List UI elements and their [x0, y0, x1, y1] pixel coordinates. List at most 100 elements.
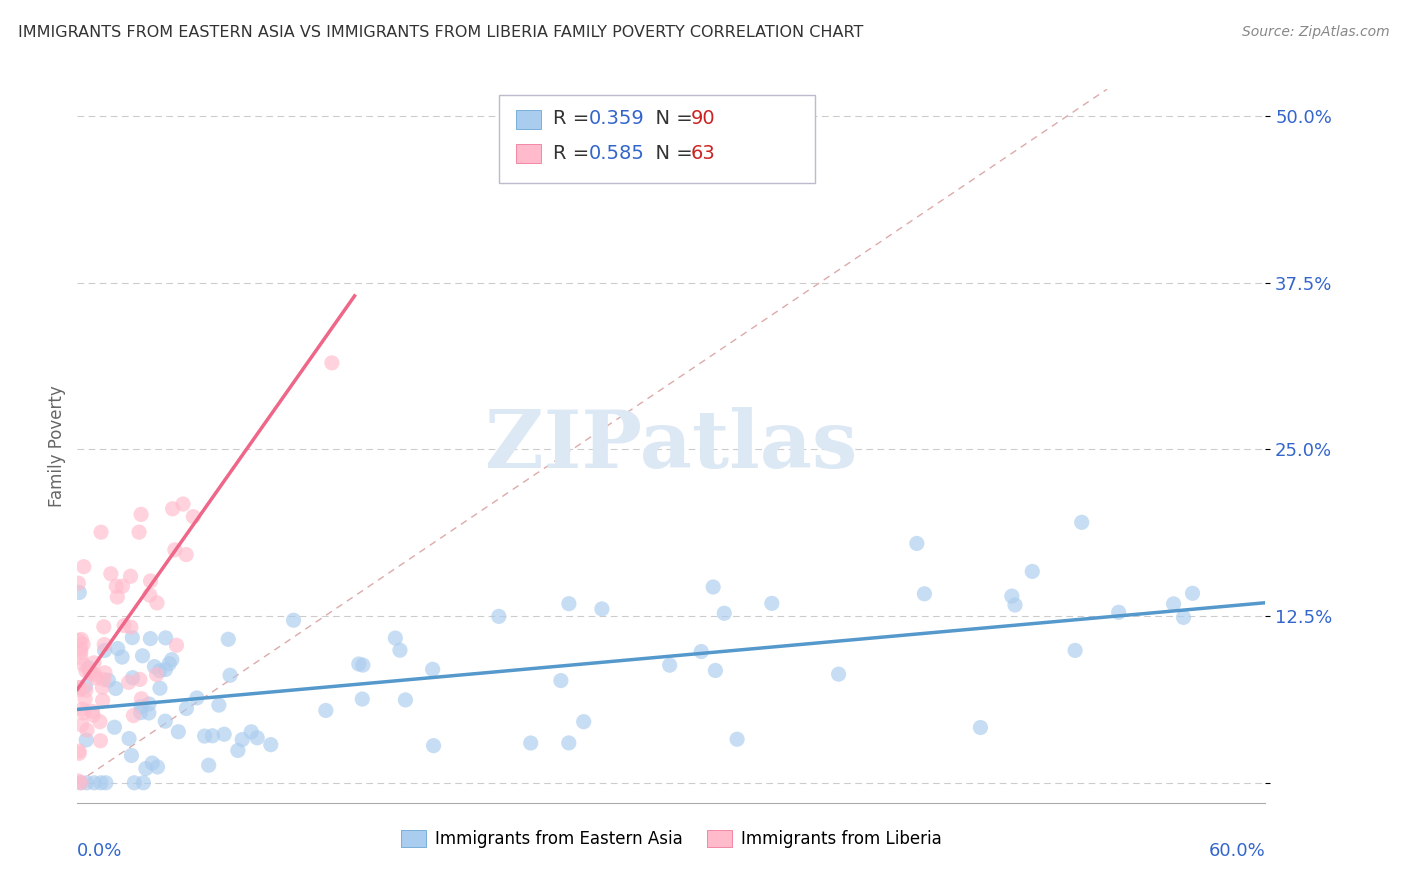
Point	[131, 691, 153, 706]
Text: N =: N =	[643, 144, 699, 163]
Point	[388, 643, 411, 657]
Point	[172, 497, 194, 511]
Point	[70, 632, 93, 647]
Point	[120, 569, 142, 583]
Point	[702, 580, 724, 594]
Point	[93, 620, 115, 634]
Point	[157, 657, 180, 671]
Point	[75, 733, 97, 747]
Point	[186, 690, 208, 705]
Point	[912, 587, 935, 601]
Point	[1070, 516, 1092, 530]
Point	[394, 693, 416, 707]
Point	[827, 667, 849, 681]
Point	[162, 501, 184, 516]
Point	[67, 746, 90, 760]
Point	[72, 706, 94, 720]
Text: 0.585: 0.585	[589, 144, 645, 163]
Point	[1181, 586, 1204, 600]
Point	[143, 659, 166, 673]
Point	[167, 724, 190, 739]
Point	[128, 673, 150, 687]
Point	[201, 729, 224, 743]
Point	[94, 776, 117, 790]
Point	[76, 776, 98, 790]
Point	[89, 733, 111, 747]
Point	[129, 699, 152, 714]
Text: Source: ZipAtlas.com: Source: ZipAtlas.com	[1241, 25, 1389, 39]
Point	[73, 658, 96, 673]
Point	[75, 683, 97, 698]
Point	[713, 607, 735, 621]
Text: ZIPatlas: ZIPatlas	[485, 407, 858, 485]
Point	[67, 682, 90, 697]
Point	[121, 631, 143, 645]
Point	[75, 664, 97, 678]
Point	[128, 525, 150, 540]
Point	[70, 776, 93, 790]
Point	[139, 574, 162, 588]
Point	[69, 776, 91, 790]
Point	[146, 596, 169, 610]
Point	[70, 718, 93, 732]
Text: 0.359: 0.359	[589, 109, 645, 128]
Point	[422, 662, 444, 676]
Point	[176, 701, 198, 715]
Point	[240, 724, 263, 739]
Point	[91, 693, 114, 707]
Point	[212, 727, 235, 741]
Point	[67, 576, 90, 591]
Point	[129, 508, 152, 522]
Point	[72, 702, 94, 716]
Text: 60.0%: 60.0%	[1209, 842, 1265, 860]
Point	[93, 643, 115, 657]
Point	[69, 642, 91, 657]
Point	[347, 657, 370, 671]
Point	[146, 760, 169, 774]
Point	[969, 721, 991, 735]
Point	[488, 609, 510, 624]
Point	[107, 641, 129, 656]
Point	[422, 739, 444, 753]
Point	[111, 579, 134, 593]
Point	[111, 650, 134, 665]
Text: 63: 63	[690, 144, 716, 163]
Point	[166, 638, 188, 652]
Point	[690, 644, 713, 658]
Legend: Immigrants from Eastern Asia, Immigrants from Liberia: Immigrants from Eastern Asia, Immigrants…	[395, 823, 948, 855]
Point	[93, 638, 115, 652]
Point	[704, 664, 727, 678]
Point	[905, 536, 928, 550]
Point	[67, 681, 90, 695]
Point	[91, 680, 114, 694]
Point	[121, 671, 143, 685]
Point	[155, 714, 177, 728]
Point	[90, 525, 112, 540]
Point	[94, 665, 117, 680]
Point	[591, 602, 613, 616]
Point	[124, 776, 146, 790]
Point	[89, 714, 111, 729]
Point	[197, 758, 219, 772]
Point	[658, 658, 681, 673]
Point	[83, 656, 105, 670]
Text: R =: R =	[553, 144, 595, 163]
Point	[558, 736, 581, 750]
Point	[90, 776, 112, 790]
Point	[70, 651, 93, 665]
Point	[104, 681, 127, 696]
Point	[519, 736, 541, 750]
Point	[82, 708, 104, 723]
Point	[352, 658, 374, 673]
Point	[131, 648, 153, 663]
Point	[77, 661, 100, 675]
Point	[67, 744, 90, 758]
Point	[550, 673, 572, 688]
Point	[1001, 589, 1024, 603]
Point	[231, 732, 253, 747]
Point	[155, 663, 177, 677]
Point	[120, 620, 142, 634]
Text: R =: R =	[553, 109, 595, 128]
Point	[226, 743, 249, 757]
Point	[84, 671, 107, 685]
